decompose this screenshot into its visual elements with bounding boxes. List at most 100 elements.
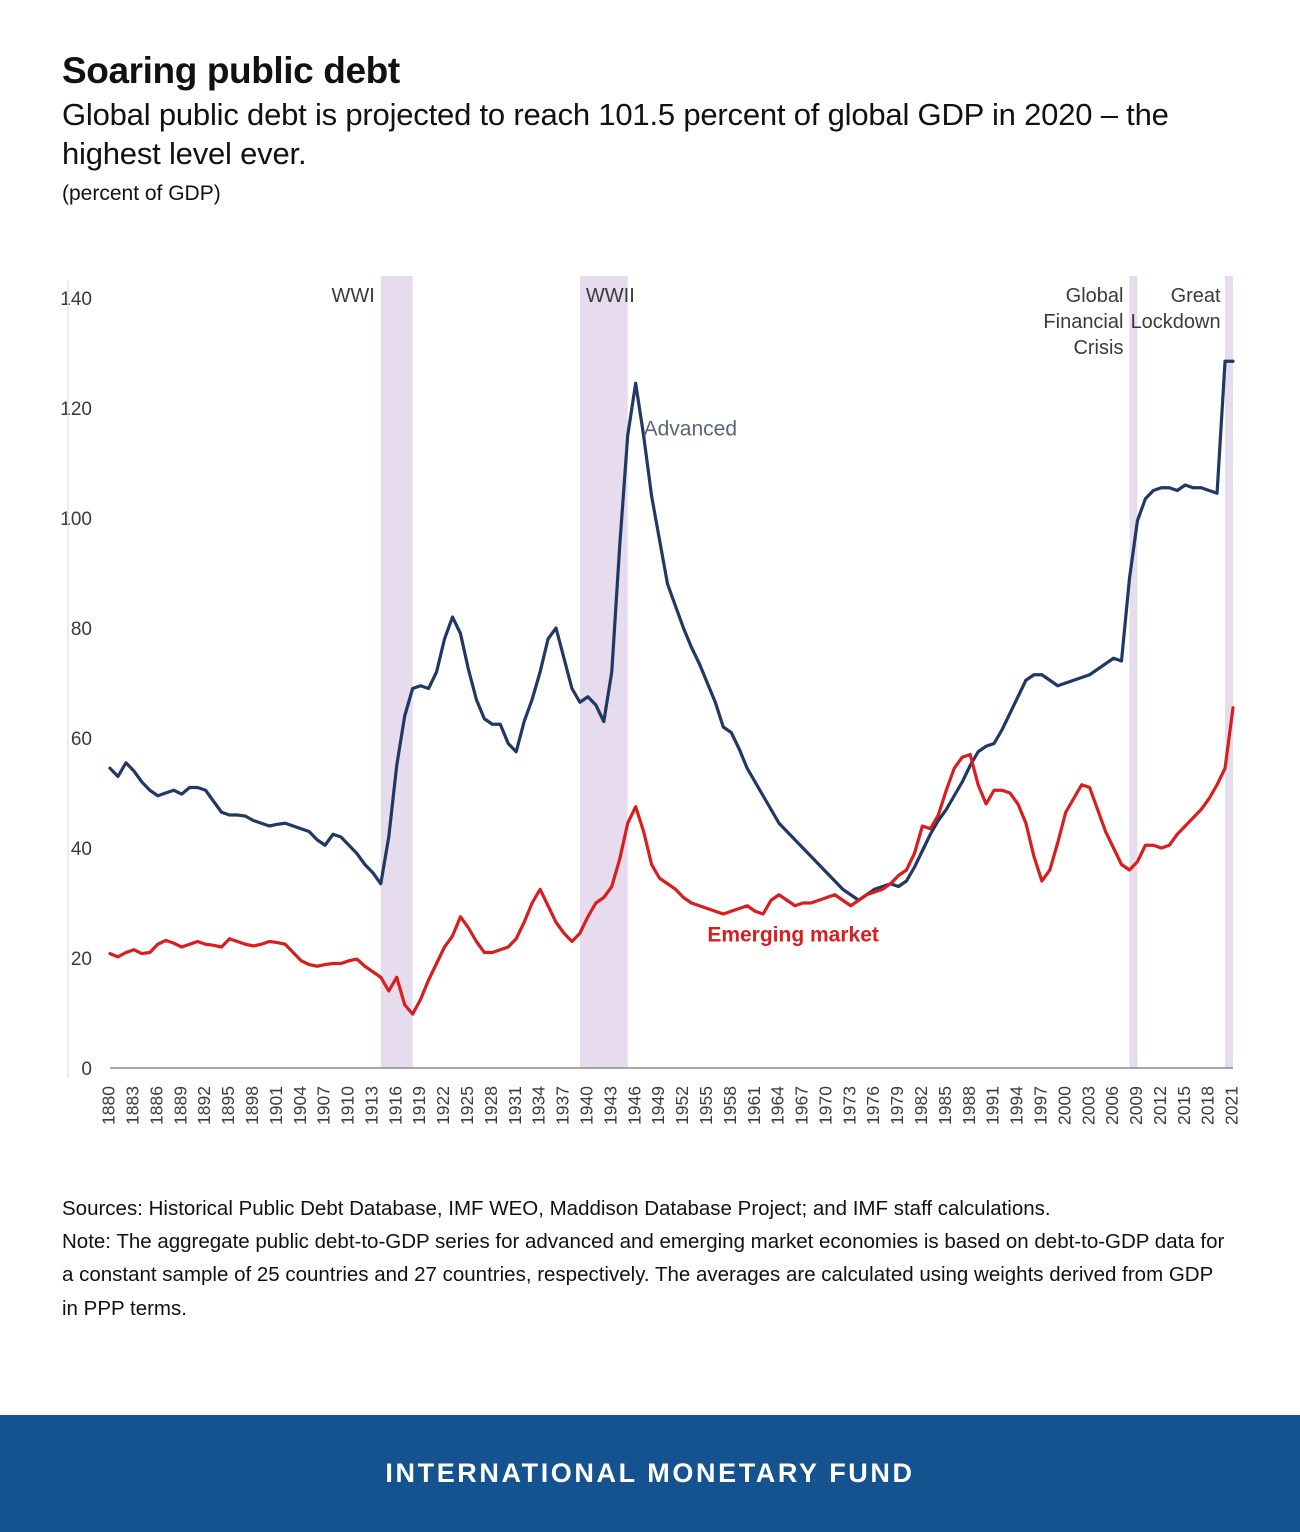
x-axis-tick-label: 1964 bbox=[768, 1086, 788, 1125]
x-axis-tick: 1949 bbox=[648, 1086, 668, 1125]
x-axis-tick: 1931 bbox=[505, 1086, 525, 1125]
x-axis-tick-label: 1895 bbox=[218, 1086, 238, 1125]
x-axis-tick: 1952 bbox=[672, 1086, 692, 1125]
x-axis-tick-label: 1940 bbox=[576, 1086, 596, 1125]
x-axis-tick: 1994 bbox=[1007, 1086, 1027, 1125]
x-axis-tick-label: 1913 bbox=[361, 1086, 381, 1125]
era-label-line: Crisis bbox=[1073, 337, 1123, 359]
x-axis-tick: 1901 bbox=[266, 1086, 286, 1125]
x-axis-tick-label: 2003 bbox=[1078, 1086, 1098, 1125]
era-label-line: Financial bbox=[1043, 311, 1123, 333]
era-band-wwii bbox=[579, 276, 628, 1068]
x-axis-tick: 1922 bbox=[433, 1086, 453, 1125]
x-axis-tick: 1997 bbox=[1030, 1086, 1050, 1125]
x-axis-tick: 1940 bbox=[576, 1086, 596, 1125]
x-axis-tick-label: 1922 bbox=[433, 1086, 453, 1125]
x-axis-tick: 2018 bbox=[1198, 1086, 1218, 1125]
x-axis-tick-label: 1931 bbox=[505, 1086, 525, 1125]
x-axis-tick: 2006 bbox=[1102, 1086, 1122, 1125]
x-axis-tick-label: 1982 bbox=[911, 1086, 931, 1125]
x-axis-tick: 1916 bbox=[385, 1086, 405, 1125]
x-axis-tick: 2000 bbox=[1054, 1086, 1074, 1125]
x-axis-tick: 1925 bbox=[457, 1086, 477, 1125]
x-axis-tick-label: 1943 bbox=[600, 1086, 620, 1125]
sources-text: Sources: Historical Public Debt Database… bbox=[62, 1197, 1051, 1220]
x-axis-tick: 2015 bbox=[1174, 1086, 1194, 1125]
x-axis-tick: 1937 bbox=[553, 1086, 573, 1125]
imf-banner-text: INTERNATIONAL MONETARY FUND bbox=[385, 1458, 915, 1488]
y-axis-tick-label: 80 bbox=[71, 619, 92, 640]
x-axis-tick-label: 1919 bbox=[409, 1086, 429, 1125]
x-axis-tick-label: 1949 bbox=[648, 1086, 668, 1125]
x-axis-tick: 1976 bbox=[863, 1086, 883, 1125]
x-axis-tick: 1961 bbox=[744, 1086, 764, 1125]
header: Soaring public debt Global public debt i… bbox=[0, 0, 1300, 206]
x-axis-tick: 2021 bbox=[1222, 1086, 1242, 1125]
x-axis-tick-label: 1883 bbox=[123, 1086, 143, 1125]
x-axis-tick-label: 1928 bbox=[481, 1086, 501, 1125]
x-axis-tick-label: 1886 bbox=[146, 1086, 166, 1125]
era-label-line: WWII bbox=[586, 285, 635, 307]
imf-banner: INTERNATIONAL MONETARY FUND bbox=[0, 1415, 1300, 1532]
x-axis-tick-label: 1976 bbox=[863, 1086, 883, 1125]
x-axis-tick: 1979 bbox=[887, 1086, 907, 1125]
era-band-wwi bbox=[380, 276, 413, 1068]
era-label-line: Great bbox=[1171, 285, 1221, 307]
x-axis-tick: 1889 bbox=[170, 1086, 190, 1125]
series-label-advanced: Advanced bbox=[644, 418, 737, 441]
era-band-great bbox=[1225, 276, 1233, 1068]
chart-units-label: (percent of GDP) bbox=[62, 181, 221, 205]
x-axis-tick-label: 1988 bbox=[959, 1086, 979, 1125]
x-axis-tick-label: 1994 bbox=[1007, 1086, 1027, 1125]
era-band-global bbox=[1129, 276, 1138, 1068]
x-axis-tick-label: 2012 bbox=[1150, 1086, 1170, 1125]
x-axis-tick-label: 1991 bbox=[983, 1086, 1003, 1125]
x-axis-tick: 1964 bbox=[768, 1086, 788, 1125]
y-axis-tick-label: 20 bbox=[71, 949, 92, 970]
x-axis-tick-label: 1880 bbox=[99, 1086, 119, 1125]
x-axis-tick-label: 1958 bbox=[720, 1086, 740, 1125]
era-label-line: Global bbox=[1066, 285, 1124, 307]
y-axis-tick-label: 120 bbox=[60, 399, 92, 420]
x-axis-tick-label: 2006 bbox=[1102, 1086, 1122, 1125]
y-axis-tick-label: 100 bbox=[60, 509, 92, 530]
x-axis-tick-label: 1955 bbox=[696, 1086, 716, 1125]
x-axis-tick: 1967 bbox=[792, 1086, 812, 1125]
x-axis-tick: 1904 bbox=[290, 1086, 310, 1125]
x-axis-tick-label: 1901 bbox=[266, 1086, 286, 1125]
x-axis-tick: 1892 bbox=[194, 1086, 214, 1125]
x-axis-tick-label: 2015 bbox=[1174, 1086, 1194, 1125]
era-label-line: WWI bbox=[331, 285, 374, 307]
x-axis-tick-label: 1997 bbox=[1030, 1086, 1050, 1125]
x-axis-tick: 1991 bbox=[983, 1086, 1003, 1125]
x-axis-tick-label: 1898 bbox=[242, 1086, 262, 1125]
x-axis-tick-label: 1985 bbox=[935, 1086, 955, 1125]
x-axis-tick-label: 1892 bbox=[194, 1086, 214, 1125]
x-axis-tick-label: 2009 bbox=[1126, 1086, 1146, 1125]
x-axis-tick: 2003 bbox=[1078, 1086, 1098, 1125]
x-axis-tick-label: 1916 bbox=[385, 1086, 405, 1125]
series-label-emerging-market: Emerging market bbox=[707, 924, 879, 947]
x-axis-tick-label: 1907 bbox=[314, 1086, 334, 1125]
era-label-wwii: WWII bbox=[586, 285, 635, 307]
x-axis-tick: 1883 bbox=[123, 1086, 143, 1125]
x-axis-tick: 1928 bbox=[481, 1086, 501, 1125]
x-axis-tick-label: 2021 bbox=[1222, 1086, 1242, 1125]
x-axis-tick: 1973 bbox=[839, 1086, 859, 1125]
x-axis-tick: 1982 bbox=[911, 1086, 931, 1125]
x-axis-tick-label: 1961 bbox=[744, 1086, 764, 1125]
x-axis-tick-label: 1925 bbox=[457, 1086, 477, 1125]
era-label-wwi: WWI bbox=[331, 285, 374, 307]
era-label-global: Global Financial Crisis bbox=[1043, 285, 1123, 359]
page-subtitle: Global public debt is projected to reach… bbox=[62, 96, 1169, 172]
x-axis-tick: 1880 bbox=[99, 1086, 119, 1125]
x-axis-tick-label: 1967 bbox=[792, 1086, 812, 1125]
x-axis-tick: 1985 bbox=[935, 1086, 955, 1125]
x-axis-tick: 1907 bbox=[314, 1086, 334, 1125]
x-axis-tick-label: 1937 bbox=[553, 1086, 573, 1125]
x-axis-tick: 1943 bbox=[600, 1086, 620, 1125]
x-axis-tick: 1970 bbox=[815, 1086, 835, 1125]
x-axis-tick: 1898 bbox=[242, 1086, 262, 1125]
y-axis-tick-label: 60 bbox=[71, 729, 92, 750]
